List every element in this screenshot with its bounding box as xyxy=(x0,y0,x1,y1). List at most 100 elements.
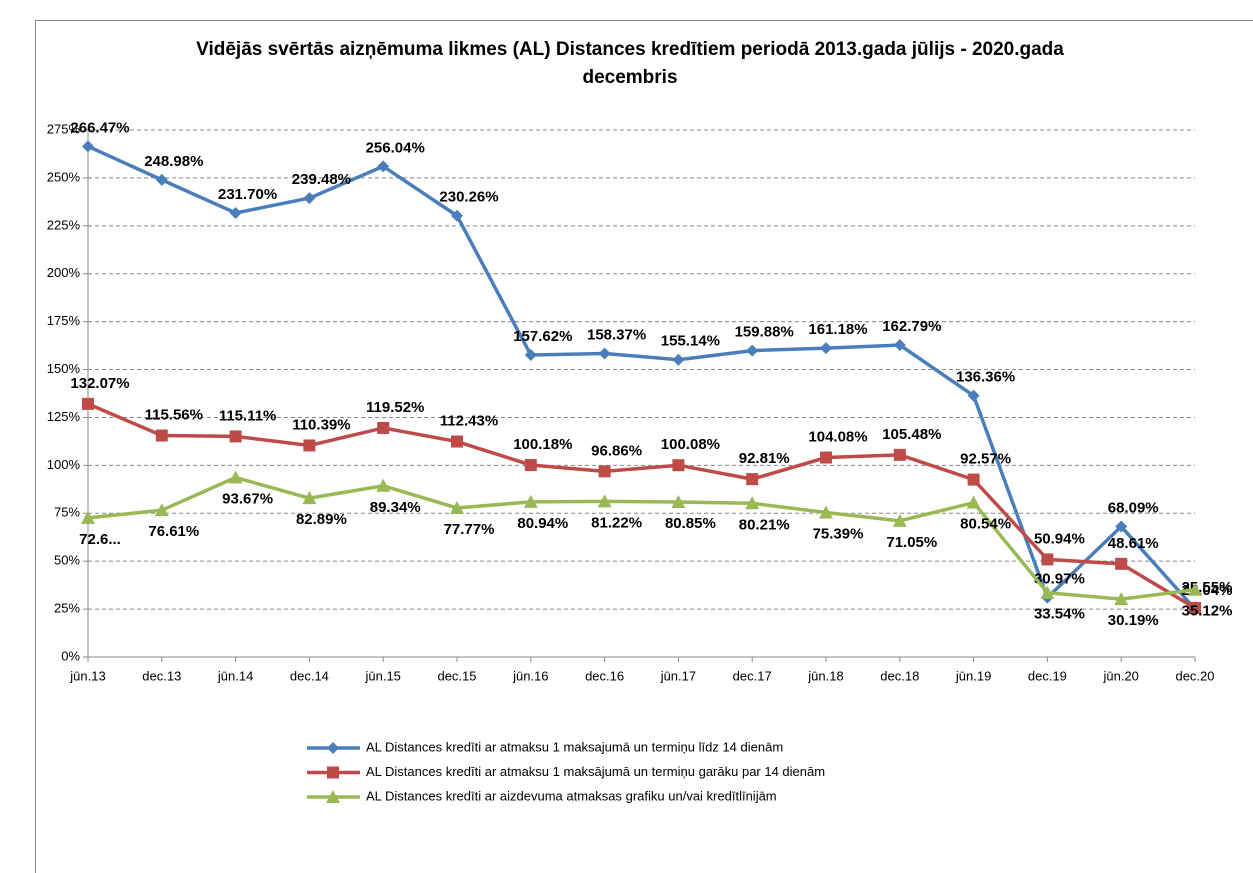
marker xyxy=(81,510,95,524)
data-label: 82.89% xyxy=(296,511,347,528)
x-tick-label: dec.19 xyxy=(1028,668,1067,683)
x-tick-label: jūn.17 xyxy=(660,668,696,683)
marker xyxy=(228,470,243,484)
legend-label: AL Distances kredīti ar atmaksu 1 maksaj… xyxy=(366,739,783,754)
x-tick-label: dec.13 xyxy=(142,668,181,683)
data-label: 119.52% xyxy=(366,399,424,416)
x-tick-label: jūn.15 xyxy=(364,668,400,683)
marker xyxy=(597,494,612,508)
data-label: 115.11% xyxy=(219,407,277,424)
y-tick-label: 50% xyxy=(54,553,80,568)
data-label: 239.48% xyxy=(292,171,351,188)
marker xyxy=(1115,557,1128,570)
data-label: 162.79% xyxy=(882,318,941,335)
data-label: 266.47% xyxy=(70,119,129,136)
data-label: 89.34% xyxy=(370,499,421,516)
legend-label: AL Distances kredīti ar atmaksu 1 maksāj… xyxy=(366,764,825,779)
x-tick-label: dec.17 xyxy=(733,668,772,683)
data-label: 256.04% xyxy=(366,139,425,156)
marker xyxy=(327,766,339,779)
marker xyxy=(819,505,833,519)
data-label: 248.98% xyxy=(144,153,203,170)
data-label: 48.61% xyxy=(1108,535,1159,552)
marker xyxy=(967,389,980,402)
marker xyxy=(672,353,685,366)
y-tick-label: 125% xyxy=(47,409,81,424)
data-label: 72.6... xyxy=(79,531,121,548)
marker xyxy=(154,503,169,517)
marker xyxy=(302,491,317,505)
x-tick-label: jūn.13 xyxy=(69,668,105,683)
marker xyxy=(155,173,168,186)
marker xyxy=(377,421,390,434)
data-label: 80.21% xyxy=(739,516,790,533)
x-tick-label: dec.20 xyxy=(1175,668,1214,683)
marker xyxy=(303,439,316,452)
data-label: 30.97% xyxy=(1034,571,1085,588)
marker xyxy=(451,209,463,222)
marker xyxy=(524,348,537,361)
data-label: 50.94% xyxy=(1034,530,1085,547)
data-label: 92.57% xyxy=(960,451,1011,468)
marker xyxy=(82,397,94,410)
x-tick-label: jūn.19 xyxy=(955,668,991,683)
y-tick-label: 150% xyxy=(47,361,81,376)
series-line xyxy=(87,475,1196,601)
chart-title: Vidējās svērtās aizņēmuma likmes (AL) Di… xyxy=(196,39,1064,88)
chart-border xyxy=(35,20,1253,873)
marker xyxy=(229,206,242,219)
data-label: 132.07% xyxy=(70,375,129,392)
data-label: 96.86% xyxy=(591,442,642,459)
data-label: 80.94% xyxy=(517,515,568,532)
marker xyxy=(598,465,611,478)
marker xyxy=(820,451,832,464)
x-tick-label: jūn.14 xyxy=(217,668,253,683)
data-label: 92.81% xyxy=(739,450,790,467)
marker xyxy=(451,435,463,448)
data-label: 93.67% xyxy=(222,490,273,507)
y-tick-label: 25% xyxy=(54,601,80,616)
marker xyxy=(377,160,390,173)
marker xyxy=(303,192,316,205)
marker xyxy=(1041,553,1054,566)
data-label: 100.08% xyxy=(661,436,720,453)
y-tick-label: 275% xyxy=(47,121,81,136)
data-label: 161.18% xyxy=(808,321,867,338)
data-label: 104.08% xyxy=(808,429,867,446)
series-line xyxy=(87,402,1196,610)
data-label: 100.18% xyxy=(513,436,572,453)
marker xyxy=(672,459,685,472)
marker xyxy=(1188,582,1202,596)
data-label: 68.09% xyxy=(1108,499,1159,516)
marker xyxy=(745,496,760,510)
marker xyxy=(966,495,981,509)
y-tick-label: 100% xyxy=(47,457,81,472)
x-tick-label: jūn.16 xyxy=(512,668,548,683)
x-tick-label: dec.16 xyxy=(585,668,624,683)
data-label: 112.43% xyxy=(440,413,498,430)
data-label: 230.26% xyxy=(439,189,498,206)
marker xyxy=(376,478,391,492)
marker xyxy=(1189,602,1201,615)
marker xyxy=(326,790,340,803)
legend-label: AL Distances kredīti ar aizdevuma atmaks… xyxy=(366,788,777,803)
y-tick-label: 200% xyxy=(47,265,81,280)
marker xyxy=(327,742,339,754)
marker xyxy=(893,448,906,461)
marker xyxy=(967,473,980,486)
data-label: 75.39% xyxy=(813,525,864,542)
data-label: 105.48% xyxy=(882,426,941,443)
data-label: 33.54% xyxy=(1034,606,1085,623)
data-label: 71.05% xyxy=(886,534,937,551)
marker xyxy=(229,430,242,443)
x-tick-label: jūn.18 xyxy=(807,668,843,683)
marker xyxy=(1114,592,1129,606)
data-label: 157.62% xyxy=(513,328,572,345)
marker xyxy=(82,140,94,153)
data-label: 35.12% xyxy=(1182,603,1233,620)
x-tick-label: dec.15 xyxy=(437,668,476,683)
data-label: 136.36% xyxy=(956,369,1015,386)
data-label: 80.54% xyxy=(960,516,1011,533)
data-label: 76.61% xyxy=(148,523,199,540)
